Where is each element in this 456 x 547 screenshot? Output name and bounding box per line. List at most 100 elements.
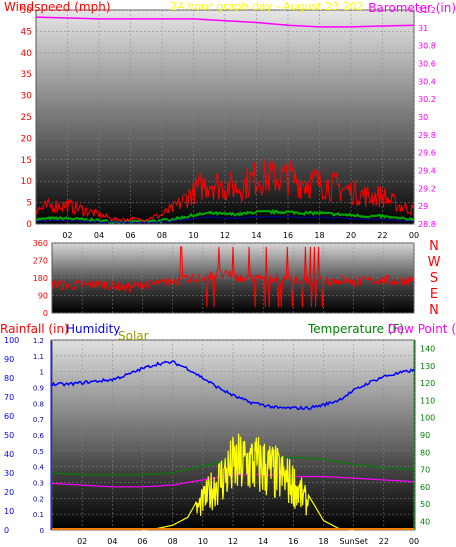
ticks-1: 0 5 10 15 20 25 30 35 40 45 50 28.8 29 29.2 29.4 29.6 29… <box>21 6 436 240</box>
rain-tick-label: 40 <box>4 450 14 459</box>
x-tick-label: 10 <box>188 231 198 240</box>
x-tick-label: 00 <box>409 231 419 240</box>
left-tick-label: 20 <box>21 134 33 144</box>
barometer-line <box>35 16 415 28</box>
compass-label: S <box>430 271 438 286</box>
x-tick-label: 00 <box>409 537 419 546</box>
x-tick-label: 06 <box>125 231 135 240</box>
right-tick-label: 30.2 <box>418 95 436 104</box>
green-series-line <box>35 208 415 225</box>
right-tick-label: 31 <box>418 24 428 33</box>
rainfall-axis-label: Rainfall (in) <box>0 322 69 336</box>
temperature-tick-label: 40 <box>420 517 430 526</box>
direction-tick-label: 90 <box>38 292 48 301</box>
left-tick-label: 10 <box>21 177 33 187</box>
compass-label: E <box>430 287 438 302</box>
humidity-tick-label: 0 <box>40 527 44 535</box>
x-tick-label: 14 <box>258 537 268 546</box>
x-tick-label: 18 <box>314 231 324 240</box>
humidity-tick-label: 0.2 <box>33 495 44 503</box>
left-tick-label: 5 <box>26 199 32 209</box>
direction-tick-label: 270 <box>33 257 48 266</box>
x-tick-label: 08 <box>157 231 167 240</box>
left-tick-label: 50 <box>21 6 33 16</box>
rain-tick-label: 20 <box>4 488 14 497</box>
x-tick-label: 04 <box>94 231 104 240</box>
direction-tick-label: 360 <box>33 239 48 248</box>
x-tick-label: 02 <box>62 231 72 240</box>
direction-tick-label: 180 <box>33 274 48 283</box>
left-tick-label: 15 <box>21 156 32 166</box>
left-tick-label: 0 <box>26 220 32 230</box>
right-tick-label: 29.8 <box>418 131 436 140</box>
x-tick-label: 16 <box>288 537 298 546</box>
x-tick-label: 06 <box>137 537 147 546</box>
left-tick-label: 35 <box>21 70 32 80</box>
rain-tick-label: 10 <box>4 507 14 516</box>
temperature-tick-label: 120 <box>420 379 435 388</box>
grid-2 <box>52 242 415 314</box>
humidity-tick-label: 1.1 <box>33 353 44 361</box>
grid-3 <box>52 339 415 531</box>
barometer-axis-label: Barometer (in) <box>368 1 456 15</box>
x-tick-label: 20 <box>346 231 356 240</box>
compass-label: W <box>428 255 441 270</box>
rain-tick-label: 70 <box>4 393 14 402</box>
rain-tick-label: 80 <box>4 374 14 383</box>
humidity-axis-label: Humidity <box>66 322 120 336</box>
left-tick-label: 45 <box>21 27 32 37</box>
wind-direction-line <box>51 246 415 308</box>
humidity-tick-label: 1 <box>40 369 44 377</box>
ticks-3: 0 0.1 0.2 0.3 0.4 0.5 0.6 0.7 0.8 0.9 1 1.1 1.2 0 10 20… <box>4 336 435 546</box>
x-tick-label: 02 <box>77 537 87 546</box>
windspeed-axis-label: Windspeed (mph) <box>4 0 111 14</box>
x-tick-label: 14 <box>251 231 261 240</box>
right-tick-label: 28.8 <box>418 220 436 229</box>
grid-1 <box>36 9 415 225</box>
rain-humidity-temp-chart: 0 0.1 0.2 0.3 0.4 0.5 0.6 0.7 0.8 0.9 1 1.1 1.2 0 10 20… <box>0 322 456 546</box>
temperature-tick-label: 130 <box>420 362 435 371</box>
x-tick-label: 04 <box>107 537 117 546</box>
humidity-tick-label: 0.1 <box>33 511 44 519</box>
windspeed-line <box>35 159 415 223</box>
compass-label: N <box>429 303 439 318</box>
right-tick-label: 30 <box>418 113 428 122</box>
humidity-tick-label: 0.7 <box>33 416 44 424</box>
solar-axis-label: Solar <box>118 329 149 343</box>
right-tick-label: 29.6 <box>418 149 436 158</box>
temperature-tick-label: 110 <box>420 396 435 405</box>
humidity-tick-label: 0.8 <box>33 400 44 408</box>
dew-point-axis-label: Dew Point ( <box>387 322 456 336</box>
x-tick-label: 12 <box>220 231 230 240</box>
x-tick-label: 16 <box>283 231 293 240</box>
x-tick-label: 08 <box>168 537 178 546</box>
rain-tick-label: 60 <box>4 412 14 421</box>
humidity-tick-label: 0.5 <box>33 448 44 456</box>
left-tick-label: 40 <box>21 49 33 59</box>
x-tick-label: 18 <box>318 537 328 546</box>
humidity-tick-label: 0.9 <box>33 385 44 393</box>
humidity-line <box>51 360 415 411</box>
temperature-tick-label: 140 <box>420 345 435 354</box>
right-tick-label: 29.4 <box>418 167 436 176</box>
right-tick-label: 30.6 <box>418 60 436 69</box>
series-3 <box>51 360 415 531</box>
x-tick-label: 10 <box>198 537 208 546</box>
temperature-tick-label: 60 <box>420 483 430 492</box>
temperature-tick-label: 100 <box>420 414 435 423</box>
temperature-tick-label: 80 <box>420 448 430 457</box>
chart-title: 24 hour graph day - August 23 202 <box>170 0 364 13</box>
humidity-tick-label: 0.3 <box>33 480 44 488</box>
direction-tick-label: 0 <box>43 309 48 318</box>
temperature-axis-label: Temperature (F) <box>307 322 404 336</box>
series-1 <box>35 16 415 225</box>
left-tick-label: 30 <box>21 92 33 102</box>
blue-series-line <box>35 215 415 225</box>
rain-tick-label: 50 <box>4 431 14 440</box>
temperature-tick-label: 50 <box>420 500 430 509</box>
x-tick-label: SunSet <box>339 537 367 546</box>
temperature-tick-label: 90 <box>420 431 430 440</box>
wind-barometer-chart: 0 5 10 15 20 25 30 35 40 45 50 28.8 29 29.2 29.4 29.6 29… <box>4 0 456 240</box>
series-2 <box>51 246 415 308</box>
